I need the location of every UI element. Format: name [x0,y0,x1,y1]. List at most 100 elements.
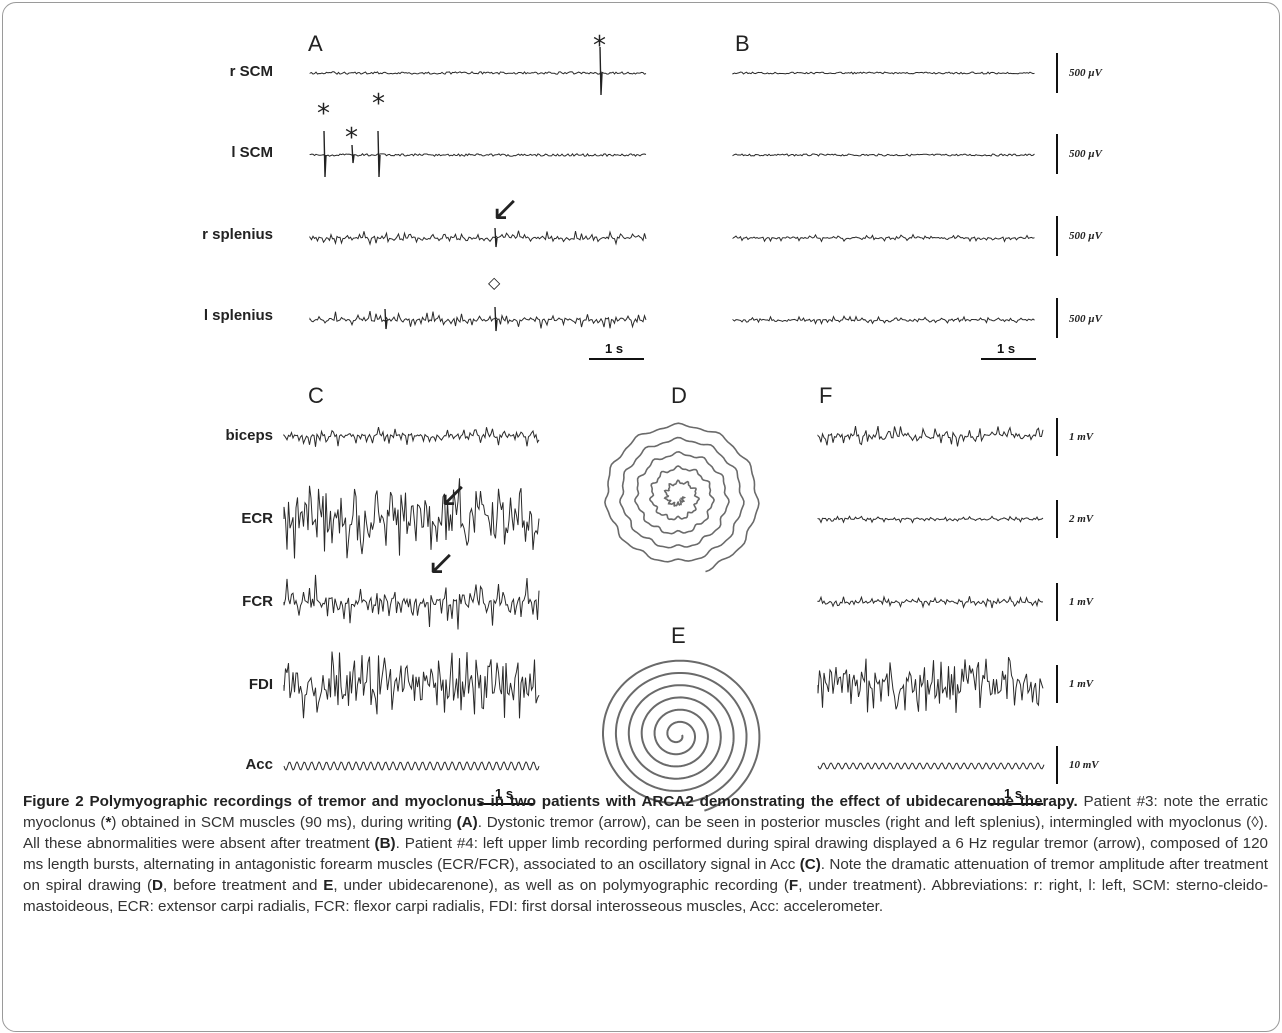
trace-c-acc [283,761,540,771]
trace-f-fcr [817,595,1044,609]
emg-waveform [732,315,1035,325]
amplitude-scale-bar [1056,500,1058,538]
caption-text: Patient #3: note the erratic myoclonus ( [23,793,1268,831]
amplitude-scale-bar [1056,216,1058,256]
emg-waveform [817,595,1044,609]
myoclonus-spike [323,130,327,178]
amplitude-scale-bar [1056,53,1058,93]
myoclonus-spike [351,144,355,164]
myoclonus-spike [599,46,603,96]
emg-waveform [283,761,540,771]
emg-waveform [732,153,1035,157]
spiral-line [604,422,760,573]
trace-f-acc [817,762,1045,770]
trace-c-ecr [283,478,540,559]
emg-waveform [817,515,1044,524]
panel-label-c: C [308,383,324,408]
caption-text: . Dystonic tremor (arrow), can be seen i… [23,814,1268,852]
amplitude-unit: 10 mV [1069,759,1099,771]
row-label-fdi: FDI [248,676,273,693]
caption-ref-b: (B) [374,835,396,852]
time-scale-bar [981,358,1036,360]
amplitude-unit: 1 mV [1069,596,1094,608]
row-label-r-scm: r SCM [229,63,273,80]
spiral-drawing-after [602,659,761,812]
row-label-l-splenius: l splenius [203,307,273,324]
amplitude-unit: 500 µV [1069,148,1102,160]
amplitude-scale-bar [1056,298,1058,338]
row-label-acc: Acc [245,756,273,773]
amplitude-unit: 500 µV [1069,313,1102,325]
caption-text: , under ubidecarenone), as well as on po… [333,877,789,894]
emg-waveform [817,762,1045,770]
asterisk-marker: * [345,123,358,153]
myoclonus-spike [377,130,381,178]
amplitude-unit: 1 mV [1069,678,1094,690]
panel-label-b: B [735,31,750,56]
trace-f-fdi [817,657,1044,713]
trace-a-r-scm [309,46,647,96]
caption-text: , under treatment). Abbreviations: r: ri… [23,877,1269,915]
trace-a-l-scm [309,130,647,178]
spiral-drawing-before [604,422,760,573]
amplitude-unit: 500 µV [1069,230,1102,242]
trace-c-fcr [283,574,540,630]
trace-b-l-scm [732,153,1035,157]
caption-text: . Patient #4: left upper limb recording … [23,835,1268,873]
caption-title: Figure 2 Polymyographic recordings of tr… [23,793,1078,810]
caption-ref-a: (A) [456,814,478,831]
row-label-fcr: FCR [242,593,273,610]
caption-ref-f: F [788,877,799,894]
caption-asterisk: * [105,814,112,831]
amplitude-scale-bar [1056,583,1058,621]
asterisk-marker: * [372,89,385,119]
emg-waveform [309,310,647,329]
arrow-marker: ↙ [439,475,468,515]
time-scale-label: 1 s [1004,786,1023,801]
row-label-ecr: ECR [241,510,273,527]
amplitude-scale-bar [1056,418,1058,456]
trace-f-ecr [817,515,1044,524]
figure-caption: Figure 2 Polymyographic recordings of tr… [23,791,1268,917]
amplitude-scale-bar [1056,746,1058,784]
amplitude-scale-bar [1056,134,1058,174]
emg-waveform [732,233,1035,243]
panel-label-e: E [671,623,686,648]
trace-a-l-splenius [309,306,647,332]
emg-waveform [309,230,647,246]
trace-b-r-scm [732,71,1035,75]
caption-text: . Note the dramatic attenuation of tremo… [23,856,1268,894]
asterisk-marker: * [593,31,606,61]
row-label-l-scm: l SCM [231,144,273,161]
trace-c-biceps [283,426,540,447]
emg-waveform [283,651,540,719]
amplitude-unit: 1 mV [1069,431,1094,443]
spiral-line [602,659,761,812]
panel-label-d: D [671,383,687,408]
row-label-r-splenius: r splenius [202,226,273,243]
time-scale-bar [988,803,1043,805]
time-scale-label: 1 s [605,341,624,356]
emg-waveform [283,478,540,559]
time-scale-label: 1 s [495,786,514,801]
trace-f-biceps [817,426,1044,447]
time-scale-label: 1 s [997,341,1016,356]
trace-a-r-splenius [309,227,647,248]
trace-b-l-splenius [732,315,1035,325]
time-scale-bar [589,358,644,360]
arrow-marker: ↙ [491,189,520,229]
emg-waveform [732,71,1035,75]
row-label-biceps: biceps [225,427,273,444]
emg-waveform [309,71,647,75]
amplitude-scale-bar [1056,665,1058,703]
caption-text: , before treatment and [163,877,324,894]
amplitude-unit: 2 mV [1069,513,1094,525]
emg-waveform [309,152,647,158]
panel-label-a: A [308,31,323,56]
lozenge-marker: ◇ [488,273,501,292]
caption-ref-d: D [152,877,164,894]
myoclonus-spike [384,308,388,330]
trace-b-r-splenius [732,233,1035,243]
amplitude-unit: 500 µV [1069,67,1102,79]
panel-label-f: F [819,383,833,408]
